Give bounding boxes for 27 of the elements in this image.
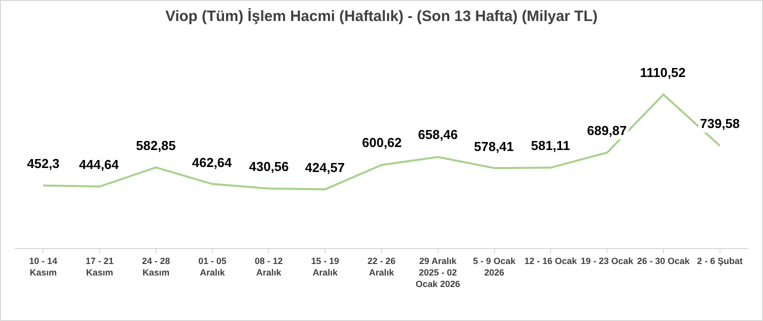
- data-label: 578,41: [474, 139, 514, 154]
- data-label: 581,11: [531, 138, 570, 153]
- x-tick-label: 2 - 6 Şubat: [697, 256, 743, 266]
- data-label: 430,56: [249, 159, 289, 174]
- data-label: 739,58: [700, 116, 740, 131]
- x-tick-label: 08 - 12 Aralık: [254, 256, 283, 278]
- x-tick-label: 22 - 26 Aralık: [367, 256, 396, 278]
- chart-title: Viop (Tüm) İşlem Hacmi (Haftalık) - (Son 13 Hafta) (Milyar TL): [165, 8, 598, 26]
- data-label: 600,62: [362, 135, 402, 150]
- data-label: 658,46: [418, 127, 458, 142]
- x-tick-label: 24 - 28 Kasım: [142, 256, 170, 278]
- x-tick-label: 15 - 19 Aralık: [311, 256, 340, 278]
- data-label: 424,57: [305, 160, 345, 175]
- x-tick-label: 19 - 23 Ocak: [580, 256, 634, 266]
- x-tick-label: 29 Aralık 2025 - 02 Ocak 2026: [416, 256, 460, 290]
- x-tick-label: 5 - 9 Ocak 2026: [473, 256, 517, 278]
- data-label: 689,87: [587, 123, 627, 138]
- data-label: 1110,52: [640, 65, 686, 80]
- x-tick-label: 17 - 21 Kasım: [86, 256, 114, 278]
- x-tick-label: 01 - 05 Aralık: [198, 256, 226, 278]
- data-label: 452,3: [27, 156, 60, 171]
- data-label: 582,85: [136, 138, 176, 153]
- x-tick-label: 12 - 16 Ocak: [524, 256, 578, 266]
- x-tick-label: 26 - 30 Ocak: [637, 256, 691, 266]
- data-label: 462,64: [192, 155, 233, 170]
- data-label: 444,64: [79, 157, 120, 172]
- x-tick-label: 10 - 14 Kasım: [29, 256, 58, 278]
